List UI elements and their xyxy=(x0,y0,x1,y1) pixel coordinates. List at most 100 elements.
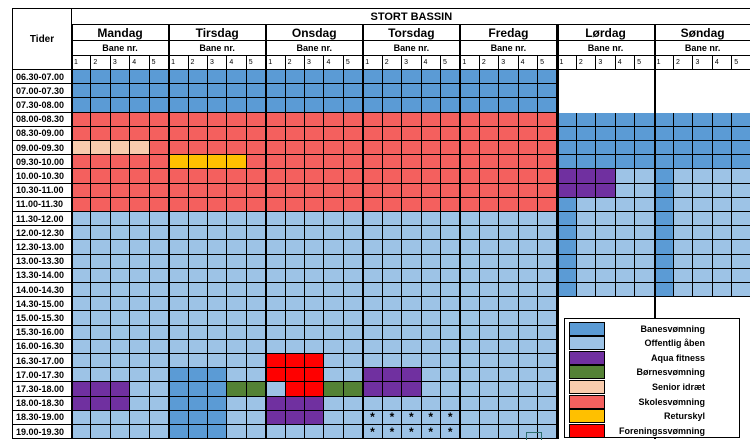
schedule-cell xyxy=(246,283,267,298)
schedule-cell xyxy=(402,169,422,184)
time-label: 17.30-18.00 xyxy=(12,382,72,397)
schedule-cell xyxy=(188,410,208,425)
schedule-cell xyxy=(693,254,713,269)
schedule-cell xyxy=(499,311,519,326)
schedule-cell xyxy=(576,169,597,184)
schedule-cell xyxy=(693,240,713,255)
schedule-cell xyxy=(557,226,577,241)
schedule-cell xyxy=(343,382,364,397)
schedule-cell xyxy=(305,382,325,397)
schedule-cell xyxy=(596,240,616,255)
day-separator xyxy=(168,25,171,440)
schedule-cell xyxy=(227,155,247,170)
schedule-cell xyxy=(72,354,92,369)
schedule-cell xyxy=(188,183,208,198)
schedule-cell xyxy=(635,84,655,99)
legend-item: Skolesvømning xyxy=(565,394,741,409)
time-label: 16.00-16.30 xyxy=(12,339,72,354)
schedule-cell xyxy=(538,311,558,326)
schedule-cell xyxy=(130,126,150,141)
schedule-cell xyxy=(382,169,403,184)
schedule-cell xyxy=(479,325,500,340)
schedule-cell xyxy=(479,141,500,156)
schedule-cell xyxy=(421,311,441,326)
schedule-cell xyxy=(343,98,364,113)
schedule-cell xyxy=(110,396,131,411)
lane-number: 1 xyxy=(460,56,480,70)
schedule-cell xyxy=(266,183,286,198)
schedule-cell xyxy=(207,396,228,411)
time-label: 06.30-07.00 xyxy=(12,70,72,85)
schedule-cell xyxy=(499,112,519,127)
schedule-cell xyxy=(188,425,208,440)
schedule-cell xyxy=(91,311,111,326)
schedule-cell-star: * xyxy=(402,410,422,425)
legend-swatch xyxy=(569,379,605,394)
schedule-cell xyxy=(596,70,616,85)
schedule-cell xyxy=(363,126,383,141)
schedule-cell xyxy=(188,169,208,184)
schedule-cell xyxy=(518,226,539,241)
lane-number: 5 xyxy=(343,56,364,70)
schedule-cell xyxy=(576,84,597,99)
schedule-cell xyxy=(576,197,597,212)
schedule-cell xyxy=(72,297,92,312)
schedule-cell xyxy=(207,325,228,340)
schedule-cell xyxy=(693,212,713,227)
schedule-cell xyxy=(402,254,422,269)
schedule-cell xyxy=(324,283,344,298)
lane-number: 2 xyxy=(576,56,597,70)
schedule-cell xyxy=(499,98,519,113)
schedule-cell xyxy=(363,354,383,369)
schedule-cell xyxy=(227,112,247,127)
time-label: 18.30-19.00 xyxy=(12,410,72,425)
schedule-cell xyxy=(479,126,500,141)
schedule-cell xyxy=(732,98,750,113)
schedule-cell xyxy=(596,212,616,227)
schedule-cell xyxy=(324,126,344,141)
schedule-cell xyxy=(227,283,247,298)
schedule-cell xyxy=(674,169,694,184)
legend-item: Returskyl xyxy=(565,409,741,424)
schedule-cell xyxy=(460,84,480,99)
schedule-cell xyxy=(518,297,539,312)
schedule-cell xyxy=(518,354,539,369)
schedule-cell xyxy=(479,212,500,227)
schedule-cell xyxy=(363,268,383,283)
schedule-cell xyxy=(207,311,228,326)
schedule-cell xyxy=(227,240,247,255)
schedule-cell xyxy=(363,382,383,397)
day-header-lørdag: Lørdag xyxy=(557,25,655,41)
schedule-cell xyxy=(712,268,733,283)
schedule-cell xyxy=(615,240,636,255)
schedule-cell xyxy=(91,84,111,99)
schedule-cell xyxy=(460,141,480,156)
schedule-cell xyxy=(130,240,150,255)
schedule-cell xyxy=(130,98,150,113)
schedule-cell xyxy=(149,268,170,283)
schedule-cell xyxy=(382,183,403,198)
schedule-cell xyxy=(188,141,208,156)
schedule-cell xyxy=(460,70,480,85)
schedule-cell xyxy=(246,155,267,170)
schedule-cell xyxy=(343,141,364,156)
schedule-cell xyxy=(149,368,170,383)
schedule-cell xyxy=(285,240,306,255)
schedule-cell xyxy=(674,297,694,312)
schedule-cell xyxy=(635,169,655,184)
schedule-cell xyxy=(343,112,364,127)
schedule-cell xyxy=(285,112,306,127)
schedule-cell xyxy=(130,354,150,369)
schedule-cell xyxy=(440,155,461,170)
schedule-cell xyxy=(266,212,286,227)
lane-number: 1 xyxy=(169,56,189,70)
schedule-cell xyxy=(538,297,558,312)
schedule-cell xyxy=(402,240,422,255)
day-header-mandag: Mandag xyxy=(72,25,170,41)
schedule-cell xyxy=(654,155,674,170)
schedule-cell xyxy=(363,283,383,298)
schedule-cell xyxy=(324,410,344,425)
schedule-cell xyxy=(324,325,344,340)
schedule-cell xyxy=(149,112,170,127)
schedule-cell xyxy=(285,354,306,369)
